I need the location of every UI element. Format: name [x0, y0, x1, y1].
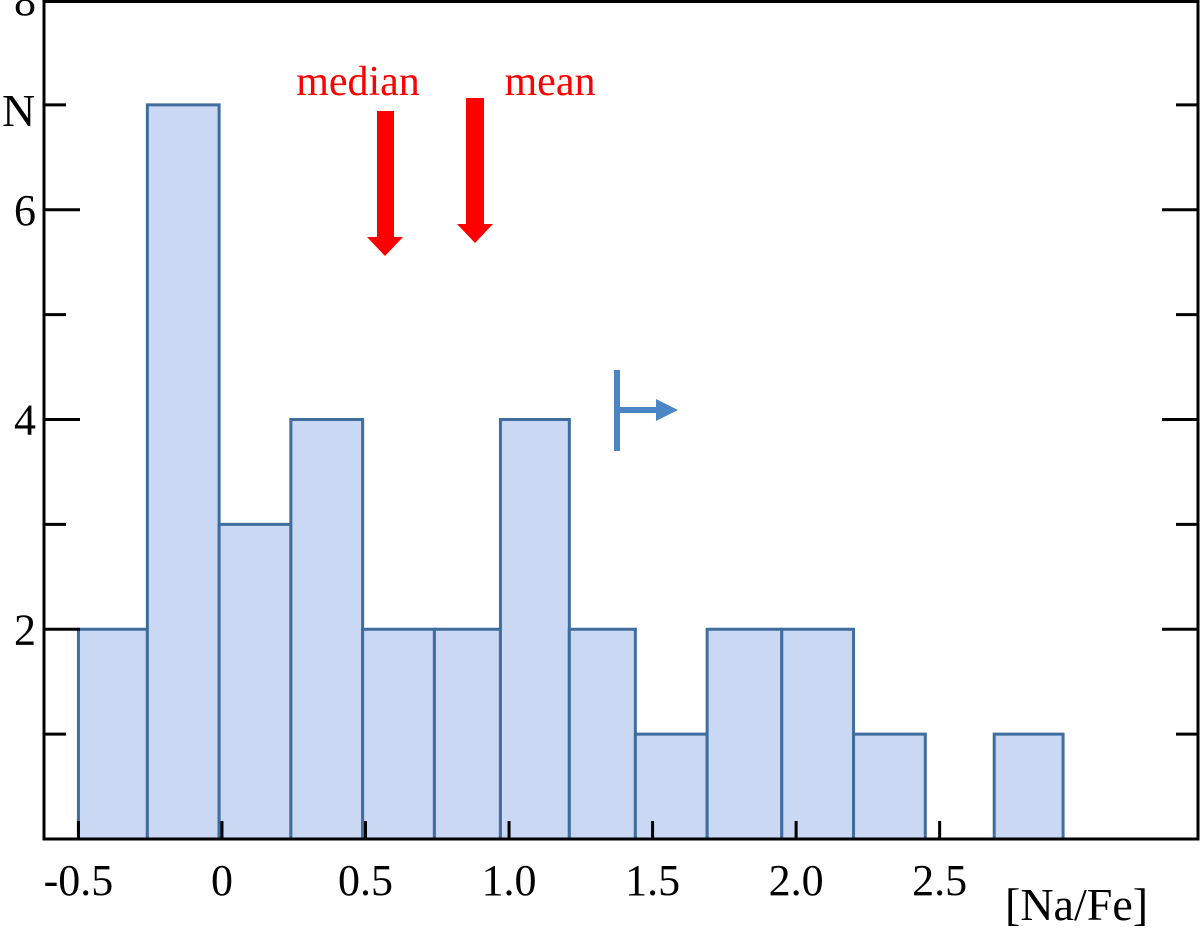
histogram-bar-6	[498, 418, 571, 841]
histogram-bar-4	[361, 627, 436, 841]
histogram-bar-3	[289, 418, 365, 841]
y-tick-label: 6	[14, 186, 36, 235]
histogram-bar-12	[992, 732, 1065, 841]
tick-labels: -0.5 0 0.5 1.0 1.5 2.0 2.5 2 4 6 8	[14, 0, 967, 905]
y-tick-label: 2	[14, 605, 36, 654]
x-tick-label: 2.0	[769, 856, 824, 905]
mean-arrow-head	[457, 224, 493, 243]
axis-ticks	[44, 0, 1198, 839]
annotations: median mean	[296, 59, 678, 451]
y-tick-label: 8	[14, 0, 36, 25]
x-tick-label: 1.5	[625, 856, 680, 905]
x-tick-label: 0	[211, 856, 233, 905]
lower-limit-arrow-head	[656, 399, 678, 421]
histogram-bar-5	[432, 627, 502, 841]
histogram-bar-2	[217, 522, 293, 841]
histogram-bar-9	[705, 627, 784, 841]
histogram-bar-1	[145, 103, 221, 841]
histogram-bar-8	[633, 732, 709, 841]
mean-arrow-shaft	[466, 98, 484, 225]
x-tick-label: -0.5	[44, 856, 114, 905]
x-tick-label: 1.0	[482, 856, 537, 905]
x-tick-label: 2.5	[912, 856, 967, 905]
histogram-bar-7	[567, 627, 637, 841]
histogram-bar-0	[76, 627, 149, 841]
histogram-bars	[76, 103, 1065, 841]
y-tick-label: 4	[14, 396, 36, 445]
histogram-bar-11	[852, 732, 927, 841]
median-arrow-head	[367, 237, 403, 256]
histogram-bar-10	[780, 627, 856, 841]
median-arrow-shaft	[377, 111, 394, 238]
annotation-mean: mean	[505, 59, 596, 105]
x-tick-label: 0.5	[338, 856, 393, 905]
x-axis-label: [Na/Fe]	[1005, 879, 1148, 930]
annotation-median: median	[296, 59, 420, 105]
y-axis-label: N	[2, 85, 35, 136]
